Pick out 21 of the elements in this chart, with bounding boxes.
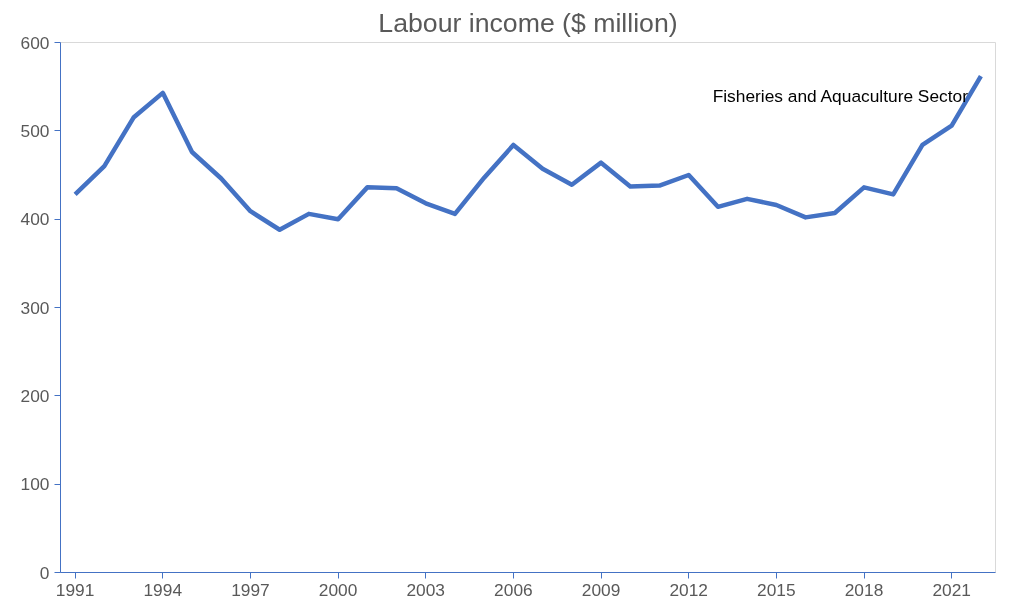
y-tick-label: 600 bbox=[20, 32, 50, 53]
x-tick-label: 1994 bbox=[143, 579, 183, 600]
x-tick-label: 2021 bbox=[932, 579, 971, 600]
x-tick-label: 2015 bbox=[757, 579, 796, 600]
y-tick-label: 400 bbox=[20, 209, 50, 230]
line-series bbox=[72, 73, 984, 233]
x-tick-label: 2012 bbox=[669, 579, 708, 600]
chart-title: Labour income ($ million) bbox=[378, 7, 678, 38]
y-tick-label: 300 bbox=[20, 297, 50, 318]
x-tick-label: 2018 bbox=[844, 579, 884, 600]
x-tick-label: 1991 bbox=[55, 579, 95, 600]
y-tick-label: 200 bbox=[20, 385, 50, 406]
x-tick-label: 2003 bbox=[406, 579, 446, 600]
x-tick-label: 1997 bbox=[231, 579, 270, 600]
y-tick-label: 100 bbox=[20, 474, 50, 495]
x-tick-label: 2000 bbox=[318, 579, 358, 600]
series-label: Fisheries and Aquaculture Sector bbox=[712, 86, 969, 107]
y-tick-label: 500 bbox=[20, 120, 50, 141]
x-tick-label: 2009 bbox=[581, 579, 621, 600]
x-tick-label: 2006 bbox=[494, 579, 533, 600]
y-tick-label: 0 bbox=[39, 562, 50, 583]
